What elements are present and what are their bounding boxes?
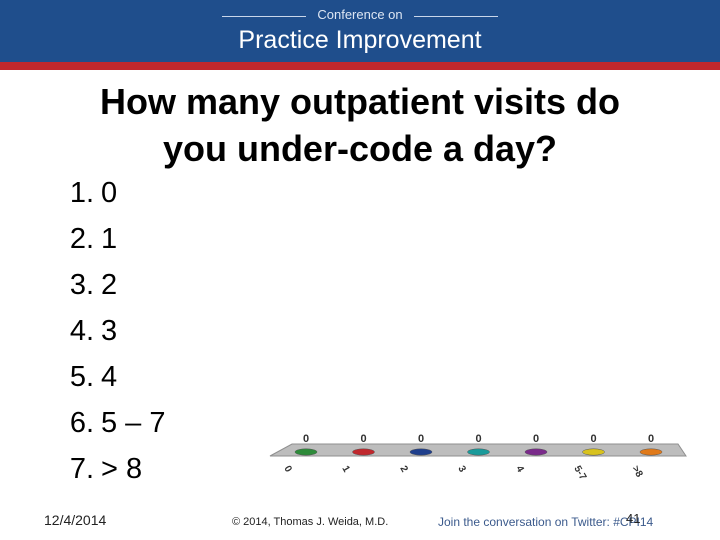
option-number: 3.: [69, 269, 94, 301]
value-label->8: 0: [648, 433, 654, 445]
bar-2: [409, 448, 433, 456]
banner-stripe: [0, 62, 720, 70]
bar-4: [524, 448, 548, 456]
banner-main-title: Practice Improvement: [238, 26, 482, 54]
answer-option: 6. 5 – 7: [48, 400, 166, 446]
answer-option: 1. 0: [48, 170, 166, 216]
category-label-2: 2: [397, 464, 410, 475]
category-label-4: 4: [513, 464, 526, 475]
footer-copyright: © 2014, Thomas J. Weida, M.D.: [232, 516, 389, 528]
option-label: 3: [101, 315, 118, 347]
answer-option: 5. 4: [48, 354, 166, 400]
bar->8: [639, 448, 663, 456]
answer-option: 4. 3: [48, 308, 166, 354]
option-number: 5.: [69, 361, 94, 393]
answer-option: 7. > 8: [48, 446, 166, 492]
category-label-1: 1: [339, 464, 352, 475]
slide-title-line-1: How many outpatient visits do: [99, 81, 621, 122]
value-label-4: 0: [533, 433, 539, 445]
option-label: 1: [101, 223, 118, 255]
category-label-3: 3: [455, 464, 468, 475]
bar-5-7: [582, 448, 605, 456]
value-label-0: 0: [303, 433, 309, 445]
banner-line-left: [222, 16, 306, 17]
option-number: 6.: [69, 407, 94, 439]
footer-date: 12/4/2014: [44, 512, 107, 528]
footer-twitter: Join the conversation on Twitter: #CPI14: [438, 515, 654, 529]
option-label: 4: [101, 361, 118, 393]
slide-title-line-2: you under-code a day?: [162, 128, 558, 169]
option-label: 2: [101, 269, 118, 301]
banner-line-right: [414, 16, 498, 17]
option-number: 7.: [69, 453, 94, 485]
value-label-3: 0: [475, 433, 481, 445]
option-label: 5 – 7: [101, 407, 166, 439]
conference-banner: Conference on Practice Improvement: [0, 0, 720, 62]
category-label-5-7: 5-7: [571, 464, 588, 482]
option-label: 0: [101, 177, 118, 209]
bar-3: [467, 448, 490, 456]
answer-options: 1. 0 2. 1 3. 2 4. 3 5. 4 6. 5 – 7 7. > 8: [48, 170, 166, 492]
option-number: 4.: [69, 315, 94, 347]
category-label-0: 0: [281, 464, 294, 475]
answer-option: 3. 2: [48, 262, 166, 308]
value-label-5-7: 0: [590, 433, 596, 445]
value-label-2: 0: [418, 433, 424, 445]
bar-1: [352, 448, 375, 456]
page-number: 41: [626, 511, 641, 526]
category-label->8: >8: [629, 464, 644, 480]
option-label: > 8: [101, 453, 143, 485]
option-number: 2.: [69, 223, 94, 255]
slide-title: How many outpatient visits do you under-…: [40, 78, 680, 172]
option-number: 1.: [69, 177, 94, 209]
banner-small-title: Conference on: [317, 7, 403, 22]
answer-option: 2. 1: [48, 216, 166, 262]
value-label-1: 0: [360, 433, 366, 445]
bar-0: [294, 448, 318, 456]
poll-results-chart: 0 0 0 1 0 2 0 3 0 4 0 5-7 0 >8: [269, 433, 687, 482]
